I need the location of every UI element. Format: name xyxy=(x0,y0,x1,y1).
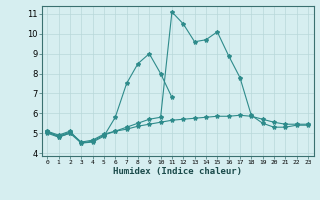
X-axis label: Humidex (Indice chaleur): Humidex (Indice chaleur) xyxy=(113,167,242,176)
